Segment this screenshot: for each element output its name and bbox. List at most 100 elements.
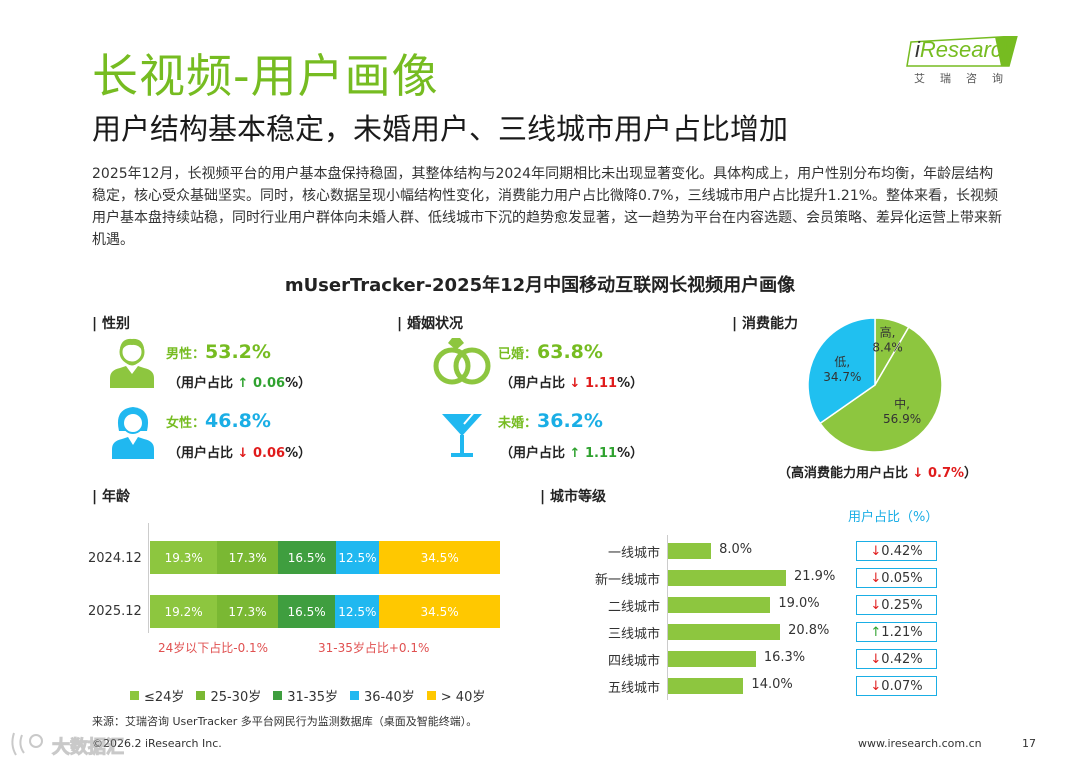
unmarried-change: （用户占比 ↑ 1.11%）: [500, 446, 644, 461]
city-bar: [668, 651, 756, 667]
city-ratio-change: ↓ 0.05%: [856, 568, 937, 588]
page-subtitle: 用户结构基本稳定，未婚用户、三线城市用户占比增加: [92, 112, 789, 146]
ratio-change-text: 0.05%: [881, 570, 923, 586]
ratio-change-text: 0.25%: [881, 597, 923, 613]
up-arrow-icon: ↑: [870, 624, 882, 640]
unmarried-ratio: 未婚：36.2%: [498, 410, 603, 432]
city-ratio-change: ↓ 0.07%: [856, 676, 937, 696]
age-annotation-31-35: 31-35岁占比+0.1%: [318, 641, 430, 655]
legend-swatch: [350, 691, 359, 700]
legend-label: 31-35岁: [287, 690, 338, 705]
city-value-label: 19.0%: [778, 596, 820, 611]
city-label: 新一线城市: [594, 573, 660, 588]
legend-label: 36-40岁: [364, 690, 415, 705]
pie-label-mid-name: 中,: [894, 396, 910, 411]
age-segment-3: 16.5%: [277, 595, 336, 628]
city-value-label: 16.3%: [763, 650, 806, 665]
watermark: 大数据汇: [8, 729, 158, 759]
legend-swatch: [273, 691, 283, 700]
chart-title: mUserTracker-2025年12月中国移动互联网长视频用户画像: [284, 275, 796, 296]
page-title: 长视频-用户画像: [92, 49, 439, 103]
legend-label: > 40岁: [440, 690, 486, 705]
ratio-change-text: 0.07%: [881, 678, 923, 694]
city-ratio-change: ↓ 0.25%: [856, 595, 937, 615]
source-note: 来源：艾瑞咨询 UserTracker 多平台网民行为监测数据库（桌面及智能终端…: [92, 715, 478, 728]
pie-slice-low: [807, 317, 876, 425]
city-section-label: | 城市等级: [540, 489, 606, 505]
pie-label-mid-value: 56.9%: [883, 412, 921, 426]
down-arrow-icon: ↓: [870, 543, 882, 559]
up-arrow-icon: ↑: [569, 446, 581, 461]
page-number: 17: [1022, 737, 1036, 750]
female-ratio: 女性：46.8%: [166, 410, 271, 432]
city-axis-line: [667, 535, 668, 700]
age-legend-item: 36-40岁: [350, 686, 415, 705]
ratio-column-header: 用户占比（%）: [848, 510, 939, 525]
down-arrow-icon: ↓: [237, 446, 249, 461]
website-link[interactable]: www.iresearch.com.cn: [858, 737, 982, 750]
legend-swatch: [196, 691, 206, 700]
cocktail-glass-icon: [442, 409, 482, 457]
age-segment-1: 19.3%: [150, 541, 218, 574]
city-bar: [668, 570, 786, 586]
age-segment-2: 17.3%: [217, 541, 278, 574]
age-segment-5: 34.5%: [379, 541, 500, 574]
city-bar: [668, 678, 744, 694]
copyright: ©2026.2 iResearch Inc.: [92, 737, 222, 750]
male-user-icon: [110, 338, 154, 388]
age-segment-2: 17.3%: [217, 595, 278, 628]
up-arrow-icon: ↑: [237, 376, 249, 391]
wedding-rings-icon: [433, 338, 491, 385]
age-segment-1: 19.2%: [150, 595, 218, 628]
down-arrow-icon: ↓: [870, 597, 882, 613]
city-label: 二线城市: [607, 600, 660, 615]
intro-paragraph: 2025年12月，长视频平台的用户基本盘保持稳固，其整体结构与2024年同期相比…: [92, 166, 1002, 248]
pie-label-high-value: 8.4%: [872, 340, 903, 354]
age-stacked-bar-2024: 19.3% 17.3% 16.5% 12.5% 34.5%: [150, 541, 500, 574]
logo-chinese: 艾瑞咨询: [914, 72, 1018, 85]
city-value-label: 14.0%: [751, 677, 793, 692]
city-ratio-change: ↑ 1.21%: [856, 622, 937, 642]
city-label: 三线城市: [607, 627, 660, 642]
city-bar: [668, 597, 771, 613]
city-bar: [668, 624, 781, 640]
city-label: 一线城市: [607, 546, 660, 561]
pie-label-high-name: 高,: [880, 324, 896, 339]
age-year-2024: 2024.12: [88, 551, 142, 566]
down-arrow-icon: ↓: [569, 376, 581, 391]
age-legend-item: ≤24岁: [130, 686, 184, 705]
city-label: 五线城市: [607, 681, 660, 696]
female-change: （用户占比 ↓ 0.06%）: [168, 446, 312, 461]
age-axis-line: [148, 523, 149, 633]
male-ratio: 男性：53.2%: [166, 341, 271, 363]
female-user-icon: [112, 407, 154, 459]
down-arrow-icon: ↓: [870, 651, 882, 667]
age-segment-5: 34.5%: [379, 595, 500, 628]
pie-label-low-name: 低,: [834, 355, 850, 369]
iresearch-logo: iResearch 艾瑞咨询: [905, 36, 1020, 86]
age-year-2025: 2025.12: [88, 604, 142, 619]
down-arrow-icon: ↓: [912, 466, 924, 481]
legend-label: ≤24岁: [144, 690, 185, 705]
city-ratio-change: ↓ 0.42%: [856, 541, 937, 561]
gender-section-label: | 性别: [92, 316, 130, 332]
city-value-label: 21.9%: [794, 569, 836, 584]
consumption-section-label: | 消费能力: [732, 316, 798, 332]
age-legend: ≤24岁 25-30岁 31-35岁 36-40岁 > 40岁: [130, 686, 485, 705]
down-arrow-icon: ↓: [870, 678, 882, 694]
age-legend-item: 25-30岁: [196, 686, 261, 705]
consumption-pie-chart: 高,8.4% 中,56.9% 低,34.7%: [807, 317, 943, 453]
age-legend-item: 31-35岁: [273, 686, 338, 705]
legend-label: 25-30岁: [210, 690, 262, 705]
ratio-change-text: 0.42%: [881, 543, 923, 559]
city-label: 四线城市: [607, 654, 660, 669]
age-section-label: | 年龄: [92, 489, 130, 505]
watermark-logo-icon: [11, 732, 43, 756]
age-segment-4: 12.5%: [335, 541, 380, 574]
city-bar: [668, 543, 712, 559]
pie-slice-mid: [819, 326, 943, 453]
age-segment-3: 16.5%: [277, 541, 336, 574]
male-change: （用户占比 ↑ 0.06%）: [168, 376, 312, 391]
ratio-change-text: 0.42%: [881, 651, 923, 667]
down-arrow-icon: ↓: [870, 570, 882, 586]
